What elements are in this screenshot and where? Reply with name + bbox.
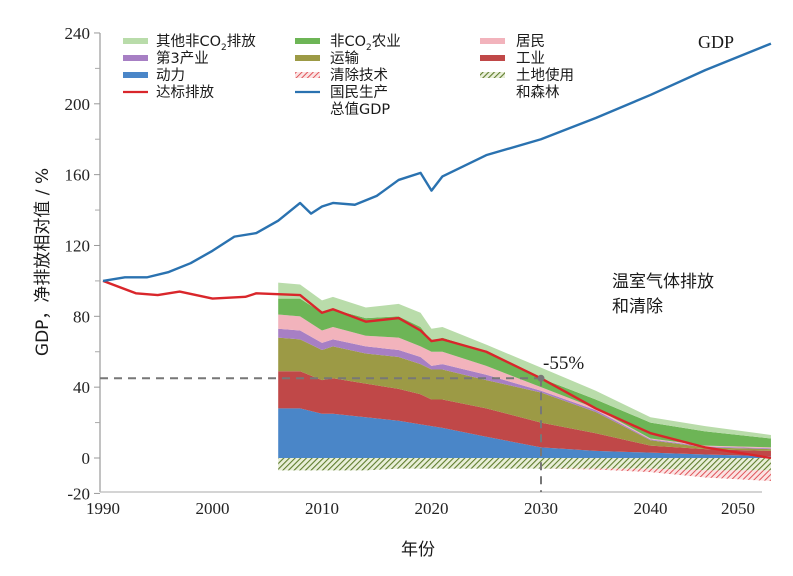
y-ticks: 240 200 160 120 80 40 0 -20 — [65, 24, 100, 503]
area-residential — [278, 314, 771, 449]
x-tick-label: 2030 — [524, 499, 558, 518]
gdp-annotation: GDP — [698, 32, 734, 52]
y-tick-label: 40 — [73, 378, 90, 397]
legend-swatch — [295, 38, 320, 44]
area-land_forest — [278, 458, 771, 471]
legend-item-transport: 运输 — [295, 50, 359, 67]
x-ticks: 1990 2000 2010 2020 2030 2040 2050 — [86, 499, 755, 518]
y-tick-label: 0 — [82, 449, 91, 468]
gdp-line — [102, 42, 772, 283]
y-axis-title: GDP，净排放相对值 / % — [33, 168, 53, 356]
legend-item-target: 达标排放 — [123, 84, 214, 101]
legend-swatch — [480, 55, 505, 61]
x-tick-label: 1990 — [86, 499, 120, 518]
legend-swatch — [123, 72, 148, 78]
legend-swatch — [123, 55, 148, 61]
legend-label: 运输 — [330, 50, 359, 67]
legend-item-residential: 居民 — [480, 34, 545, 50]
area-industry — [278, 371, 771, 457]
y-tick-label: 160 — [65, 166, 91, 185]
legend-label-line2: 总值GDP — [330, 101, 390, 118]
y-tick-label: 240 — [65, 24, 91, 43]
area-power — [278, 408, 771, 458]
legend-label: 国民生产 — [330, 84, 388, 101]
legend-label: 第3产业 — [156, 49, 209, 67]
legend-item-power: 动力 — [123, 67, 185, 84]
legend-hatch-swatch — [480, 72, 505, 78]
x-axis-title: 年份 — [401, 540, 435, 560]
area-removal_tech — [278, 468, 771, 482]
legend-item-other_non_co2: 其他非CO2排放 — [123, 33, 256, 53]
legend-label: 土地使用 — [516, 67, 574, 84]
x-tick-label: 2000 — [196, 499, 230, 518]
x-tick-label: 2040 — [634, 499, 668, 518]
legend-swatch — [480, 38, 505, 44]
legend-item-industry: 工业 — [480, 50, 545, 67]
legend-label: 工业 — [516, 50, 545, 67]
legend-label: 清除技术 — [330, 67, 388, 84]
reference-lines — [100, 377, 542, 492]
stacked-areas — [278, 282, 771, 482]
legend-item-non_co2_agri: 非CO2农业 — [295, 33, 401, 53]
area-transport — [278, 337, 771, 451]
legend-label: 达标排放 — [156, 84, 214, 101]
legend-item-removal_tech: 清除技术 — [295, 67, 388, 84]
legend-label-line2: 和森林 — [516, 84, 560, 101]
area-annotation-line2: 和清除 — [612, 297, 663, 317]
target-point-marker — [537, 374, 545, 382]
y-tick-label: 200 — [65, 95, 91, 114]
x-tick-label: 2050 — [721, 499, 755, 518]
legend-label: 其他非CO2排放 — [156, 33, 256, 53]
legend-label: 动力 — [156, 67, 185, 84]
area-annotation-line1: 温室气体排放 — [612, 272, 714, 292]
legend-swatch — [123, 38, 148, 44]
x-tick-label: 2020 — [415, 499, 449, 518]
y-tick-label: 80 — [73, 307, 90, 326]
legend-item-tertiary: 第3产业 — [123, 49, 209, 67]
legend-swatch — [295, 55, 320, 61]
annotations: GDP 温室气体排放 和清除 -55% — [543, 32, 734, 374]
axes: 240 200 160 120 80 40 0 -20 1990 2000 2010 2020 203… — [65, 24, 762, 518]
series-lines — [102, 42, 772, 460]
legend-label: 非CO2农业 — [330, 33, 401, 53]
area-non_co2_agri — [278, 298, 771, 448]
target-emissions-line — [102, 279, 772, 460]
y-tick-label: -20 — [67, 484, 90, 503]
target-percent-label: -55% — [543, 353, 584, 374]
legend-hatch-swatch — [295, 72, 320, 78]
y-tick-label: 120 — [65, 236, 91, 255]
legend-label: 居民 — [516, 34, 545, 50]
x-tick-label: 2010 — [305, 499, 339, 518]
